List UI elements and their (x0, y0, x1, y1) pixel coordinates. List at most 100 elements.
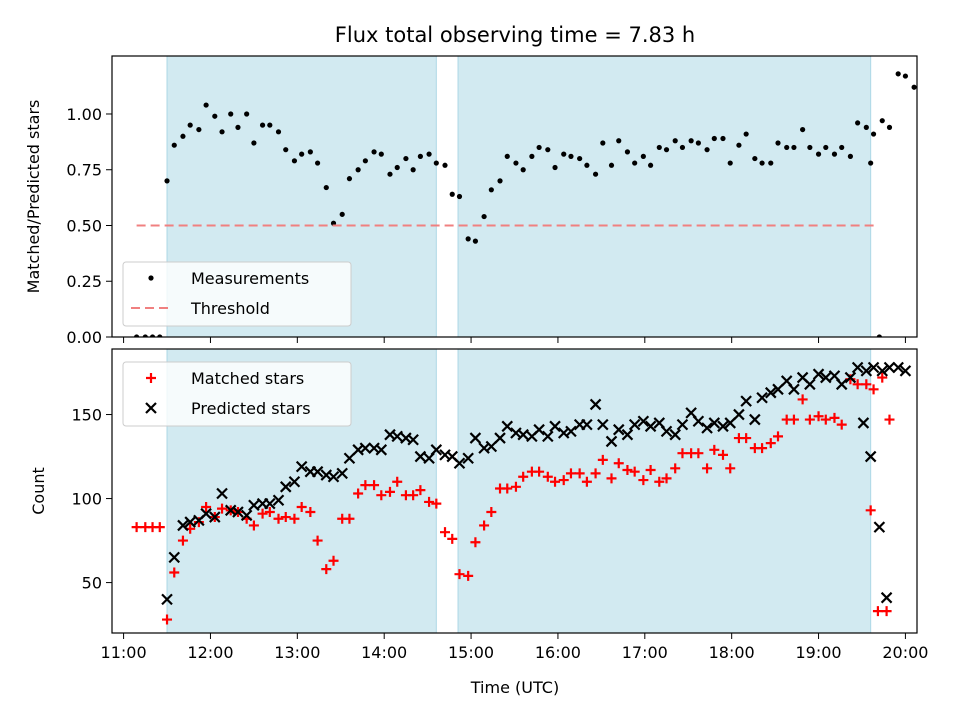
measurement-point (640, 153, 646, 159)
measurement-point (212, 113, 218, 119)
predicted-star-point (740, 395, 752, 407)
x-tick-label: 14:00 (361, 643, 407, 662)
measurement-point (584, 162, 590, 168)
matched-star-point (328, 555, 339, 566)
measurement-point (791, 144, 797, 151)
measurement-point (886, 124, 893, 130)
predicted-star-point (391, 430, 404, 443)
matched-star-point (881, 606, 892, 617)
predicted-star-point (851, 361, 864, 374)
chart-title: Flux total observing time = 7.83 h (335, 23, 695, 47)
matched-star-point (654, 476, 665, 487)
predicted-star-point (177, 519, 189, 532)
predicted-star-point (311, 465, 324, 478)
matched-star-point (321, 564, 332, 575)
x-tick-label: 19:00 (795, 643, 841, 662)
measurement-point (362, 158, 368, 164)
matched-star-point (154, 522, 165, 533)
measurement-point (815, 151, 822, 157)
observing-window (457, 348, 872, 634)
matched-star-point (709, 444, 720, 455)
measurement-point (743, 131, 749, 137)
measurement-point (378, 151, 384, 157)
measurement-point (632, 160, 638, 166)
matched-star-point (264, 507, 275, 518)
predicted-star-point (756, 391, 768, 404)
matched-star-point (788, 414, 799, 425)
predicted-star-point (581, 418, 593, 431)
measurement-point (552, 164, 558, 171)
y-axis-label: Matched/Predicted stars (24, 100, 43, 294)
panel-counts: 11:00 12:00 13:00 14:00 15:00 16:00 17:00 18:00… (29, 348, 928, 662)
measurement-point (426, 151, 432, 157)
predicted-star-point (812, 368, 825, 380)
predicted-star-point (161, 593, 173, 606)
matched-star-point (384, 486, 395, 497)
matched-star-point (296, 501, 307, 512)
measurement-point (608, 162, 615, 168)
measurement-point (679, 144, 686, 151)
measurement-point (592, 171, 599, 177)
matched-star-point (177, 535, 188, 546)
predicted-star-point (248, 499, 260, 512)
measurement-point (752, 155, 758, 162)
measurement-point (387, 171, 393, 177)
measurement-point (142, 334, 148, 337)
predicted-star-point (375, 444, 388, 456)
legend-label: Threshold (190, 299, 270, 318)
x-tick-label: 15:00 (448, 643, 494, 662)
predicted-star-point (597, 418, 609, 431)
measurement-point (656, 144, 662, 151)
matched-star-point (797, 394, 808, 405)
measurement-point (410, 167, 416, 173)
measurement-point (275, 129, 282, 135)
predicted-star-point (628, 418, 641, 431)
predicted-star-point (168, 551, 181, 564)
axes-frame (111, 348, 918, 634)
legend-x-swatch (145, 402, 157, 414)
y-tick-label: 1.00 (66, 105, 102, 124)
matched-star-point (629, 466, 640, 477)
predicted-star-point (883, 361, 896, 374)
predicted-star-point (549, 420, 561, 433)
matched-star-point (542, 471, 553, 482)
measurement-point (800, 126, 806, 133)
measurement-point (259, 122, 266, 128)
predicted-star-point (637, 415, 650, 428)
predicted-star-point (669, 428, 681, 441)
matched-star-point (550, 476, 561, 487)
matched-star-point (677, 448, 688, 459)
matched-star-point (558, 475, 569, 486)
measurement-point (134, 334, 140, 337)
predicted-star-point (820, 371, 832, 384)
measurement-point (307, 149, 313, 155)
measurement-point (876, 334, 882, 337)
plot-area (134, 71, 917, 337)
matched-star-point (534, 466, 545, 477)
predicted-star-point (232, 506, 244, 518)
matched-star-point (486, 507, 497, 518)
predicted-star-point (264, 497, 276, 510)
measurement-point (339, 211, 345, 217)
matched-star-point (581, 476, 592, 487)
matched-star-point (415, 485, 426, 496)
matched-star-point (861, 379, 872, 390)
matched-star-point (431, 498, 442, 509)
measurement-point (568, 153, 574, 159)
measurement-point (403, 155, 409, 162)
matched-star-point (392, 476, 403, 487)
measurement-point (472, 238, 479, 244)
measurement-point (688, 138, 694, 144)
matched-star-point (369, 480, 380, 491)
matched-star-point (717, 449, 728, 460)
predicted-star-point (430, 444, 443, 456)
observing-window (457, 55, 872, 338)
y-tick-label: 0.25 (66, 272, 102, 291)
predicted-star-point (880, 591, 893, 604)
predicted-star-point (892, 361, 904, 374)
measurement-point (839, 144, 845, 151)
predicted-star-point (501, 420, 514, 433)
x-tick-label: 12:00 (187, 643, 233, 662)
measurement-point (895, 71, 901, 77)
matched-star-point (273, 513, 284, 524)
